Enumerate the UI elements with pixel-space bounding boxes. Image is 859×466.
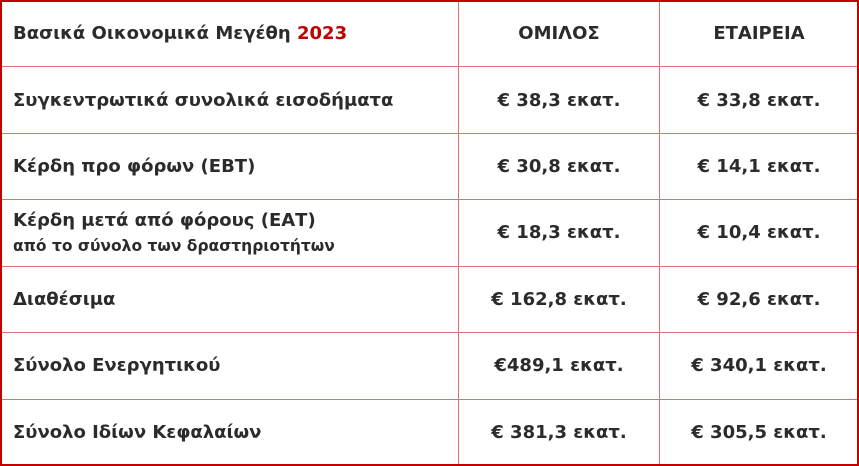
group-value: € 162,8 εκατ.	[458, 265, 660, 334]
column-header-group: ΟΜΙΛΟΣ	[458, 0, 660, 68]
title-text: Βασικά Οικονομικά Μεγέθη	[13, 23, 291, 45]
group-value: € 18,3 εκατ.	[458, 199, 660, 267]
company-value: € 92,6 εκατ.	[659, 265, 859, 334]
row-label: Κέρδη προ φόρων (ΕΒΤ)	[0, 132, 459, 201]
row-label: Διαθέσιμα	[0, 265, 459, 334]
group-value: €489,1 εκατ.	[458, 332, 660, 400]
company-value: € 305,5 εκατ.	[659, 398, 859, 466]
company-value: € 340,1 εκατ.	[659, 332, 859, 400]
group-value: € 30,8 εκατ.	[458, 132, 660, 201]
header-row: Βασικά Οικονομικά Μεγέθη 2023 ΟΜΙΛΟΣ ΕΤΑ…	[0, 0, 859, 68]
row-label: Κέρδη μετά από φόρους (ΕΑΤ)	[13, 210, 316, 232]
table-row: Κέρδη μετά από φόρους (ΕΑΤ) από το σύνολο…	[0, 199, 859, 267]
table-row: Συγκεντρωτικά συνολικά εισοδήματα € 38,3…	[0, 66, 859, 134]
group-value: € 381,3 εκατ.	[458, 398, 660, 466]
group-value: € 38,3 εκατ.	[458, 66, 660, 134]
row-label: Σύνολο Ιδίων Κεφαλαίων	[0, 398, 459, 466]
row-label-cell: Κέρδη μετά από φόρους (ΕΑΤ) από το σύνολο…	[0, 199, 459, 267]
column-header-company: ΕΤΑΙΡΕΙΑ	[659, 0, 859, 68]
table-row: Σύνολο Ιδίων Κεφαλαίων € 381,3 εκατ. € 3…	[0, 398, 859, 466]
table-row: Σύνολο Ενεργητικού €489,1 εκατ. € 340,1 …	[0, 332, 859, 400]
company-value: € 10,4 εκατ.	[659, 199, 859, 267]
company-value: € 33,8 εκατ.	[659, 66, 859, 134]
row-label: Συγκεντρωτικά συνολικά εισοδήματα	[0, 66, 459, 134]
company-value: € 14,1 εκατ.	[659, 132, 859, 201]
row-label: Σύνολο Ενεργητικού	[0, 332, 459, 400]
table-row: Διαθέσιμα € 162,8 εκατ. € 92,6 εκατ.	[0, 265, 859, 334]
row-sublabel: από το σύνολο των δραστηριοτήτων	[13, 237, 335, 256]
table-row: Κέρδη προ φόρων (ΕΒΤ) € 30,8 εκατ. € 14,…	[0, 132, 859, 201]
title-year: 2023	[297, 23, 348, 45]
table-title: Βασικά Οικονομικά Μεγέθη 2023	[0, 0, 459, 68]
